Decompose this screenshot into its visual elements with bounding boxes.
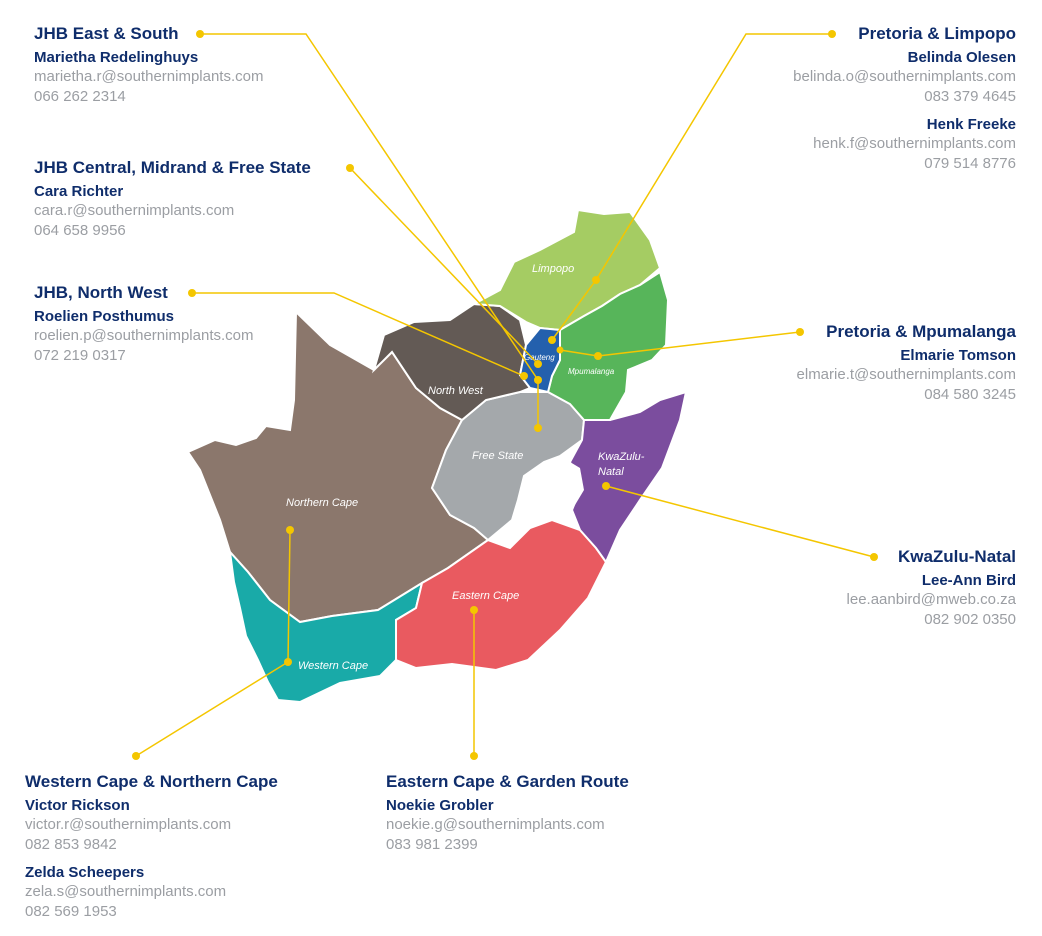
region-eastern-cape-garden-route: Eastern Cape & Garden Route Noekie Grobl… <box>386 771 629 863</box>
contact-email[interactable]: noekie.g@southernimplants.com <box>386 816 605 833</box>
contact-phone[interactable]: 084 580 3245 <box>924 386 1016 403</box>
dot-pretoria-limpopo-end <box>828 30 836 38</box>
dot-kwazulu-natal-end <box>870 553 878 561</box>
dot-mpumalanga <box>594 352 602 360</box>
region-title: JHB, North West <box>34 283 168 302</box>
contact-phone[interactable]: 082 853 9842 <box>25 836 117 853</box>
label-northern-cape: Northern Cape <box>286 497 358 509</box>
label-limpopo: Limpopo <box>532 263 574 275</box>
leader-pretoria-limpopo-1 <box>551 33 832 341</box>
contact-email[interactable]: roelien.p@southernimplants.com <box>34 327 254 344</box>
eswatini-gap <box>626 360 662 412</box>
contact-email[interactable]: belinda.o@southernimplants.com <box>793 68 1016 85</box>
region-title: JHB Central, Midrand & Free State <box>34 158 311 177</box>
region-title: Western Cape & Northern Cape <box>25 772 278 791</box>
contact-email[interactable]: elmarie.t@southernimplants.com <box>796 366 1016 383</box>
dot-gauteng-north <box>548 336 556 344</box>
region-jhb-north-west: JHB, North West Roelien Posthumus roelie… <box>34 282 254 374</box>
dot-eastern-cape-end <box>470 752 478 760</box>
contact-card: Lee-Ann Bird lee.aanbird@mweb.co.za 082 … <box>847 571 1016 630</box>
contact-email[interactable]: victor.r@southernimplants.com <box>25 816 232 833</box>
dot-gauteng-centre <box>534 360 542 368</box>
region-jhb-east-south: JHB East & South Marietha Redelinghuys m… <box>34 23 263 115</box>
contact-phone[interactable]: 082 902 0350 <box>924 611 1016 628</box>
dot-western-northern-cape-end <box>132 752 140 760</box>
contact-phone[interactable]: 064 658 9956 <box>34 222 126 239</box>
label-free-state: Free State <box>472 450 523 462</box>
contact-phone[interactable]: 072 219 0317 <box>34 347 126 364</box>
label-north-west: North West <box>428 385 484 397</box>
leader-pretoria-mpumalanga <box>597 331 801 357</box>
label-kwazulu-natal-line2: Natal <box>598 466 624 478</box>
contact-name: Henk Freeke <box>926 116 1016 133</box>
province-eastern-cape <box>395 518 608 672</box>
dot-gauteng-east <box>556 346 564 354</box>
region-kwazulu-natal: KwaZulu-Natal Lee-Ann Bird lee.aanbird@m… <box>847 546 1016 638</box>
contact-card: Marietha Redelinghuys marietha.r@souther… <box>34 48 263 107</box>
dot-gauteng-south <box>534 376 542 384</box>
leader-kwazulu-natal <box>605 485 875 558</box>
region-pretoria-limpopo: Pretoria & Limpopo Belinda Olesen belind… <box>793 23 1016 182</box>
contact-card: Zelda Scheepers zela.s@southernimplants.… <box>25 863 278 922</box>
contact-card: Cara Richter cara.r@southernimplants.com… <box>34 182 311 241</box>
contact-name: Marietha Redelinghuys <box>34 49 199 66</box>
region-pretoria-mpumalanga: Pretoria & Mpumalanga Elmarie Tomson elm… <box>797 321 1016 413</box>
contact-name: Lee-Ann Bird <box>921 572 1016 589</box>
dot-free-state <box>534 424 542 432</box>
contact-name: Belinda Olesen <box>907 49 1016 66</box>
region-title: Pretoria & Mpumalanga <box>826 322 1016 341</box>
contact-card: Victor Rickson victor.r@southernimplants… <box>25 796 278 855</box>
contact-email[interactable]: zela.s@southernimplants.com <box>25 883 227 900</box>
dot-limpopo <box>592 276 600 284</box>
contact-card: Belinda Olesen belinda.o@southernimplant… <box>793 48 1016 107</box>
dot-kwazulu-natal <box>602 482 610 490</box>
contact-name: Roelien Posthumus <box>34 308 175 325</box>
dot-gauteng-west <box>520 372 528 380</box>
contact-email[interactable]: lee.aanbird@mweb.co.za <box>846 591 1016 608</box>
contact-phone[interactable]: 079 514 8776 <box>924 155 1016 172</box>
contact-card: Noekie Grobler noekie.g@southernimplants… <box>386 796 629 855</box>
contact-phone[interactable]: 083 379 4645 <box>924 88 1016 105</box>
contact-name: Cara Richter <box>34 183 124 200</box>
contact-phone[interactable]: 082 569 1953 <box>25 903 117 920</box>
region-title: KwaZulu-Natal <box>897 547 1016 566</box>
contact-email[interactable]: henk.f@southernimplants.com <box>813 135 1016 152</box>
contact-name: Victor Rickson <box>25 797 130 814</box>
contact-name: Zelda Scheepers <box>25 864 145 881</box>
label-mpumalanga: Mpumalanga <box>568 367 615 376</box>
contact-phone[interactable]: 083 981 2399 <box>386 836 478 853</box>
region-title: Eastern Cape & Garden Route <box>386 772 629 791</box>
leader-jhb-east-south <box>200 33 539 381</box>
dot-jhb-north-west-end <box>188 289 196 297</box>
leader-jhb-central <box>349 167 539 365</box>
contact-card: Roelien Posthumus roelien.p@southernimpl… <box>34 307 254 366</box>
contact-phone[interactable]: 066 262 2314 <box>34 88 126 105</box>
contact-email[interactable]: marietha.r@southernimplants.com <box>34 68 264 85</box>
dot-jhb-central-end <box>346 164 354 172</box>
region-title: Pretoria & Limpopo <box>858 24 1016 43</box>
region-title: JHB East & South <box>34 24 179 43</box>
label-western-cape: Western Cape <box>298 660 368 672</box>
label-kwazulu-natal-line1: KwaZulu- <box>598 451 645 463</box>
contact-name: Elmarie Tomson <box>900 347 1016 364</box>
region-jhb-central-midrand-free-state: JHB Central, Midrand & Free State Cara R… <box>34 157 311 249</box>
leader-pretoria-mpumalanga-2 <box>559 349 599 357</box>
province-western-cape <box>228 548 424 704</box>
leader-dots <box>132 30 878 760</box>
dot-jhb-east-south-end <box>196 30 204 38</box>
dot-western-cape <box>284 658 292 666</box>
dot-pretoria-mpumalanga-end <box>796 328 804 336</box>
label-eastern-cape: Eastern Cape <box>452 590 519 602</box>
region-western-northern-cape: Western Cape & Northern Cape Victor Rick… <box>25 771 278 930</box>
contact-card: Elmarie Tomson elmarie.t@southernimplant… <box>797 346 1016 405</box>
contact-card: Henk Freeke henk.f@southernimplants.com … <box>793 115 1016 174</box>
lesotho-gap <box>518 456 584 520</box>
contact-email[interactable]: cara.r@southernimplants.com <box>34 202 235 219</box>
contact-name: Noekie Grobler <box>386 797 494 814</box>
dot-eastern-cape <box>470 606 478 614</box>
leader-jhb-north-west <box>192 292 525 377</box>
label-gauteng: Gauteng <box>524 353 555 362</box>
dot-northern-cape <box>286 526 294 534</box>
